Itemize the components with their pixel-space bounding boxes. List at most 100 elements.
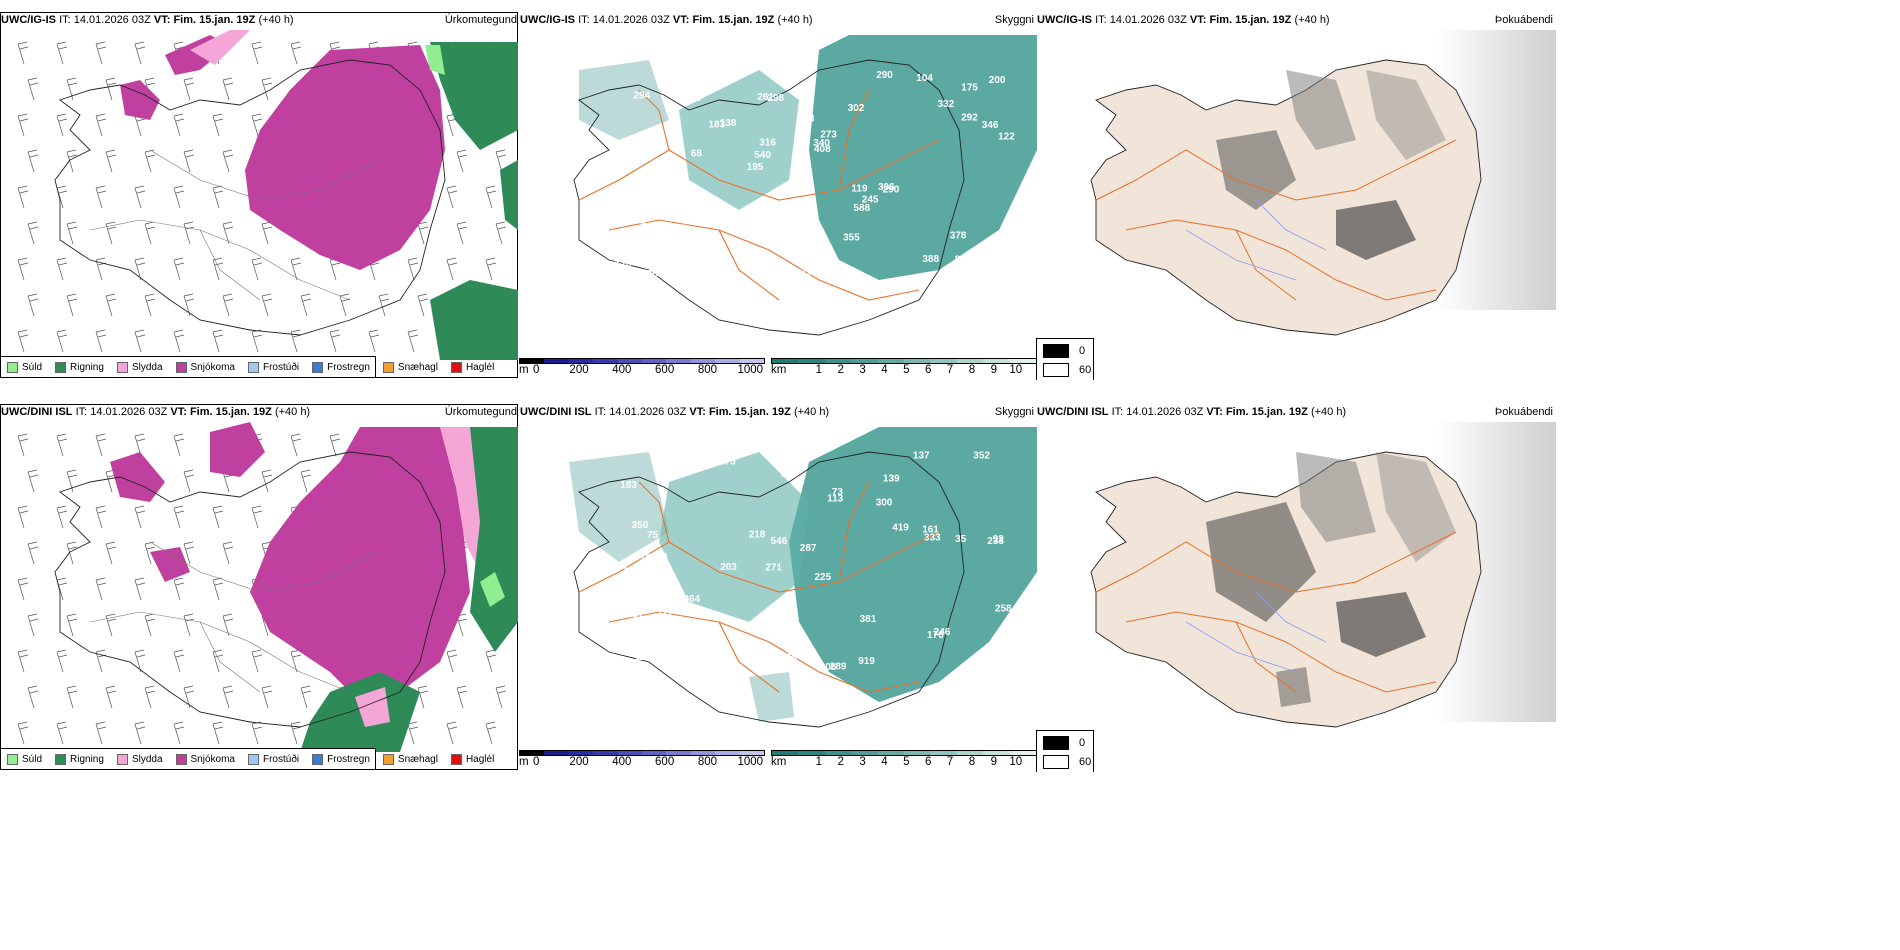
wind-barb xyxy=(144,149,156,173)
wind-barb xyxy=(456,685,468,709)
wind-barb xyxy=(407,721,419,745)
elevation-label: 289 xyxy=(830,662,847,673)
wind-barb xyxy=(261,221,273,245)
road-lines xyxy=(89,149,381,301)
low-visibility-area xyxy=(679,70,799,210)
legend-item: 0 xyxy=(1043,344,1085,358)
elevation-label: 197 xyxy=(627,139,644,150)
elevation-label: 167 xyxy=(770,628,787,639)
wind-barb xyxy=(222,149,234,173)
wind-barb xyxy=(134,41,146,65)
rain-area xyxy=(430,280,518,360)
road-lines xyxy=(1095,139,1457,301)
wind-barb xyxy=(495,685,507,709)
elevation-label: 352 xyxy=(973,451,990,462)
elevation-label: 390 xyxy=(665,128,682,139)
elevation-label: 318 xyxy=(759,61,776,72)
wind-barb xyxy=(212,113,224,137)
parameter-label: Úrkomutegund xyxy=(444,14,517,26)
wind-barb xyxy=(251,329,263,353)
legend-item: 60 xyxy=(1043,363,1091,377)
fog-shading xyxy=(1336,200,1416,260)
elevation-label: 292 xyxy=(961,113,978,124)
wind-barb xyxy=(173,433,185,457)
wind-barb xyxy=(261,685,273,709)
visibility-colorbar-cells xyxy=(771,750,1037,756)
visibility-colorbar: km 1 2 3 4 5 6 7 8 9 10 xyxy=(771,358,1037,377)
wind-barb xyxy=(95,505,107,529)
wind-barb xyxy=(183,469,195,493)
wind-barb xyxy=(456,221,468,245)
wind-barb xyxy=(222,685,234,709)
wind-barb xyxy=(95,113,107,137)
wind-barb xyxy=(183,613,195,637)
visibility-colorbar-labels: km 1 2 3 4 5 6 7 8 9 10 xyxy=(771,364,1037,377)
elevation-label: 290 xyxy=(647,258,664,269)
elevation-label: 175 xyxy=(719,456,736,467)
wind-barb xyxy=(222,221,234,245)
legend-item: 0 xyxy=(1043,736,1085,750)
wind-barb xyxy=(212,185,224,209)
colorbar-tick-label: 800 xyxy=(697,756,718,768)
wind-barb xyxy=(212,257,224,281)
fog-shading xyxy=(1296,452,1376,542)
wind-barb xyxy=(144,293,156,317)
colorbar-tick-label: 600 xyxy=(655,364,675,376)
wind-barb xyxy=(105,685,117,709)
wind-barb xyxy=(290,721,302,745)
wind-barb xyxy=(27,221,39,245)
snow-area xyxy=(250,427,470,702)
colorbar-tick-label: 2 xyxy=(837,364,844,376)
wind-barb xyxy=(222,293,234,317)
colorbar-tick-label: 200 xyxy=(569,364,589,376)
legend-item: Snjókoma xyxy=(175,753,235,765)
road-lines xyxy=(578,481,940,693)
colorbar-cell xyxy=(568,359,594,363)
visibility-colorbar-labels: km 1 2 3 4 5 6 7 8 9 10 xyxy=(771,756,1037,769)
rain-area xyxy=(430,42,518,150)
elevation-label: 115 xyxy=(777,52,794,63)
wind-barb xyxy=(66,541,78,565)
wind-barb xyxy=(251,257,263,281)
wind-barb xyxy=(95,649,107,673)
colorbar-unit: m xyxy=(519,364,529,376)
wind-barb xyxy=(300,685,312,709)
cloud-legend: 0 60 xyxy=(1036,730,1094,772)
elevation-label: 588 xyxy=(853,203,870,214)
wind-barb xyxy=(95,721,107,745)
elevation-label: 245 xyxy=(862,195,879,206)
legend-item: Rigning xyxy=(55,361,104,373)
elevation-label: 388 xyxy=(922,254,939,265)
wind-barb xyxy=(56,505,68,529)
elevation-label: 401 xyxy=(729,447,746,458)
wind-barb xyxy=(17,649,29,673)
wind-barb xyxy=(183,77,195,101)
colorbar-tick-label: 5 xyxy=(903,364,910,376)
wind-barb xyxy=(95,577,107,601)
wind-barb xyxy=(183,221,195,245)
colorbar-cell xyxy=(520,359,545,363)
colorbar-cell xyxy=(772,359,799,363)
wind-barb xyxy=(407,257,419,281)
visibility-colorbar-cells xyxy=(771,358,1037,364)
elevation-label: 531 xyxy=(627,609,644,620)
wind-barb xyxy=(105,541,117,565)
colorbar-cell xyxy=(904,359,931,363)
colorbar-cell xyxy=(520,751,545,755)
wind-barb xyxy=(66,685,78,709)
wind-barb xyxy=(144,221,156,245)
wind-barb xyxy=(17,433,29,457)
wind-barb xyxy=(173,577,185,601)
legend-item: Snjókoma xyxy=(175,361,235,373)
colorbar-tick-label: 9 xyxy=(990,756,998,768)
wind-barb xyxy=(66,221,78,245)
legend-swatch xyxy=(382,361,394,373)
elevation-label: 76 xyxy=(687,210,699,221)
elevation-label: 249 xyxy=(651,552,668,563)
road-lines xyxy=(89,541,381,693)
elevation-label: 248 xyxy=(675,236,692,247)
wind-barb xyxy=(251,649,263,673)
legend-swatch xyxy=(55,753,67,765)
elevation-labels: 877 197 175 195 302 290 261 783 284 138 239 248 298 2… xyxy=(611,52,1015,280)
wind-barb xyxy=(105,149,117,173)
